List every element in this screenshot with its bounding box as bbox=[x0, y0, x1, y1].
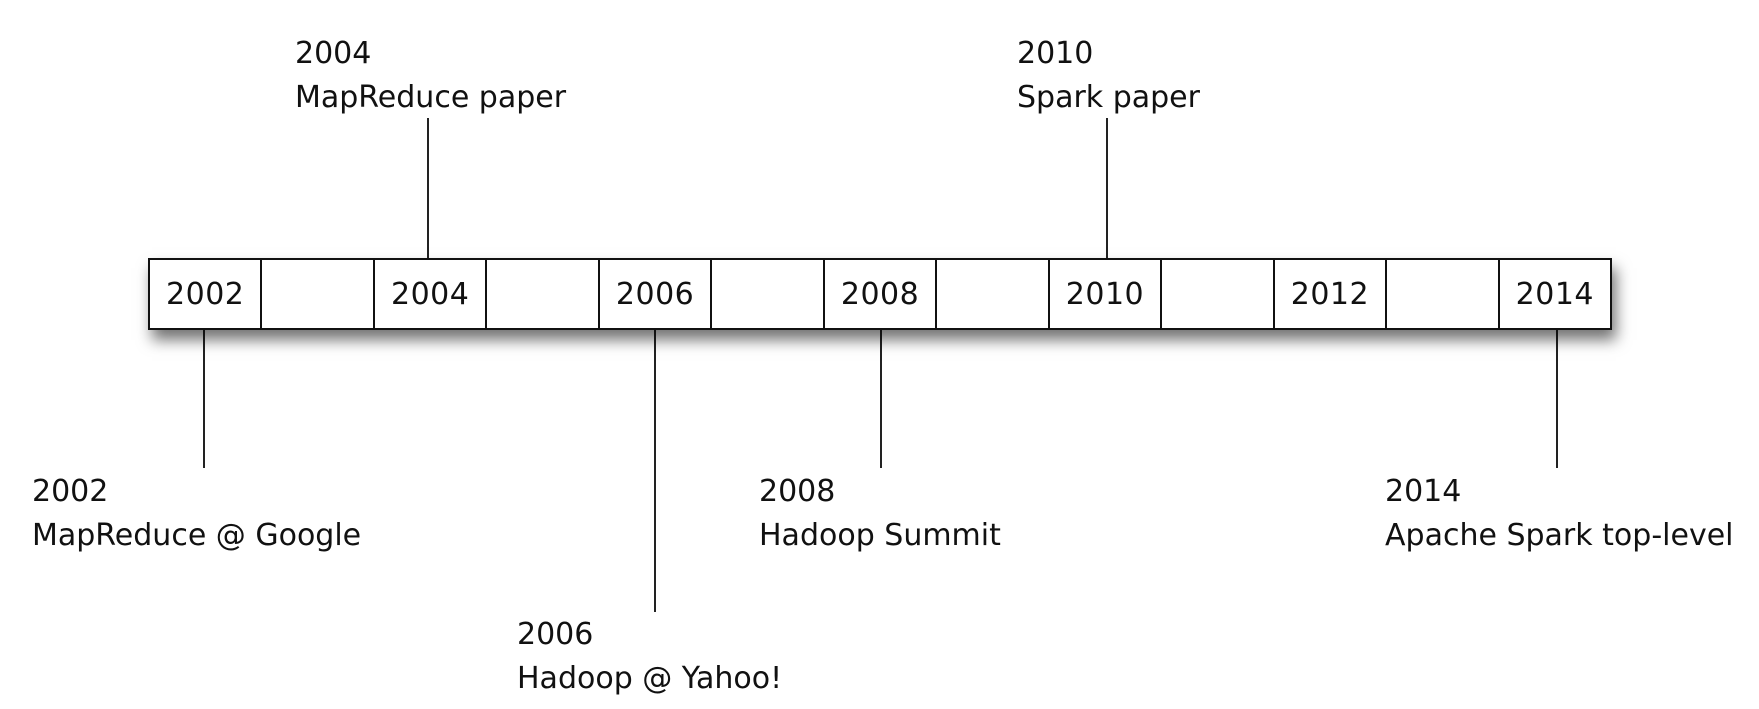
year-cell bbox=[262, 260, 375, 328]
event-description: MapReduce paper bbox=[295, 80, 567, 115]
event-year: 2004 bbox=[295, 36, 372, 71]
year-bar: 2002 2004 2006 2008 2010 2012 2014 bbox=[148, 258, 1612, 330]
year-cell: 2012 bbox=[1275, 260, 1388, 328]
connector-2006-yahoo bbox=[654, 330, 656, 612]
event-2002-mapreduce-google: 2002 MapReduce @ Google bbox=[32, 470, 361, 558]
event-year: 2010 bbox=[1017, 36, 1094, 71]
event-2004-mapreduce-paper: 2004 MapReduce paper bbox=[295, 32, 566, 120]
year-cell: 2008 bbox=[825, 260, 938, 328]
year-cell bbox=[712, 260, 825, 328]
event-year: 2002 bbox=[32, 474, 109, 509]
event-2006-hadoop-yahoo: 2006 Hadoop @ Yahoo! bbox=[517, 613, 782, 701]
connector-2002-google bbox=[203, 330, 205, 468]
event-description: Hadoop @ Yahoo! bbox=[517, 661, 783, 696]
connector-2004-paper bbox=[427, 118, 429, 258]
year-cell: 2006 bbox=[600, 260, 713, 328]
connector-2010-spark-paper bbox=[1106, 118, 1108, 258]
event-year: 2014 bbox=[1385, 474, 1462, 509]
year-cell bbox=[487, 260, 600, 328]
event-description: Hadoop Summit bbox=[759, 518, 1001, 553]
event-description: MapReduce @ Google bbox=[32, 518, 362, 553]
year-cell: 2014 bbox=[1515, 276, 1595, 312]
event-year: 2006 bbox=[517, 617, 594, 652]
event-description: Spark paper bbox=[1017, 80, 1200, 115]
year-cell: 2004 bbox=[375, 260, 488, 328]
event-description: Apache Spark top-level bbox=[1385, 518, 1734, 553]
year-cell: 2002 bbox=[150, 260, 263, 328]
event-2014-apache-spark-top-level: 2014 Apache Spark top-level bbox=[1385, 470, 1734, 558]
year-cell bbox=[1387, 260, 1500, 328]
event-year: 2008 bbox=[759, 474, 836, 509]
event-2010-spark-paper: 2010 Spark paper bbox=[1017, 32, 1200, 120]
event-2008-hadoop-summit: 2008 Hadoop Summit bbox=[759, 470, 1001, 558]
connector-2008-summit bbox=[880, 330, 882, 468]
year-cell: 2010 bbox=[1050, 260, 1163, 328]
year-cell bbox=[1162, 260, 1275, 328]
connector-2014-top-level bbox=[1556, 330, 1558, 468]
year-cell bbox=[937, 260, 1050, 328]
